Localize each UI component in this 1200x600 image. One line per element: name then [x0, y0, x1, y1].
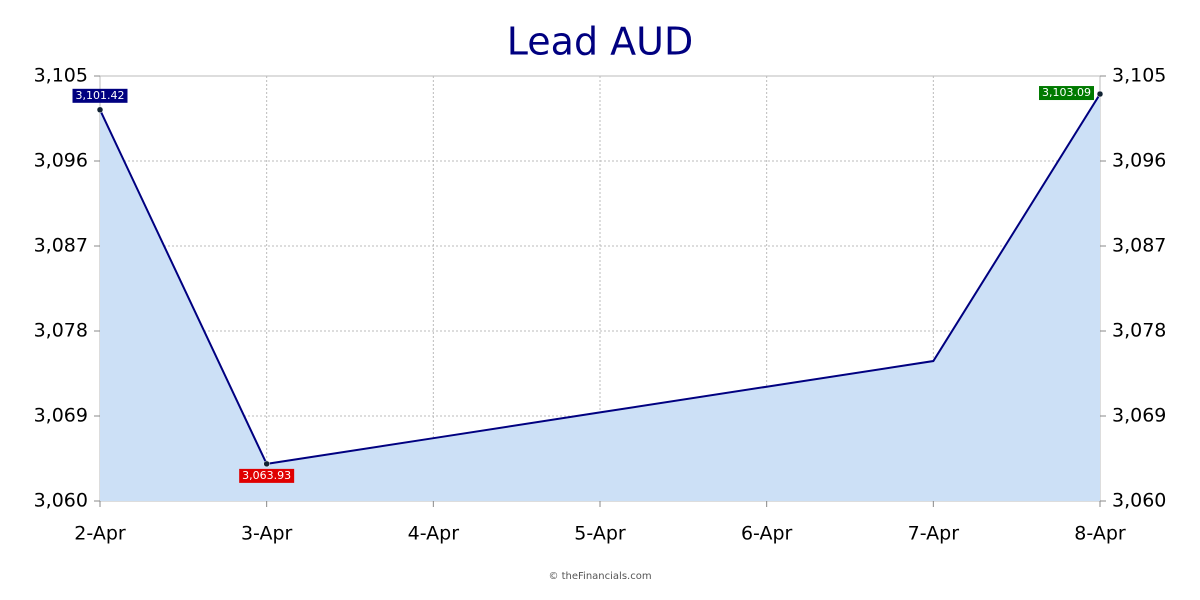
- y2-tick-label: 3,069: [1112, 405, 1166, 427]
- point-marker: [96, 106, 104, 114]
- y-tick-label: 3,105: [34, 65, 88, 87]
- point-marker: [263, 460, 270, 468]
- x-tick-label: 3-Apr: [241, 523, 293, 545]
- y-tick-label: 3,087: [34, 235, 88, 257]
- x-tick-label: 8-Apr: [1074, 523, 1126, 545]
- y2-tick-label: 3,096: [1112, 150, 1166, 172]
- area-fill: [100, 94, 1100, 502]
- value-label-box: [239, 468, 295, 483]
- value-label: 3,063.93: [242, 469, 291, 482]
- chart-title: Lead AUD: [507, 20, 693, 64]
- y-tick-label: 3,069: [34, 405, 88, 427]
- y-tick-label: 3,078: [34, 320, 88, 342]
- x-tick-label: 2-Apr: [74, 523, 126, 545]
- x-tick-label: 4-Apr: [408, 523, 460, 545]
- x-tick-label: 7-Apr: [908, 523, 960, 545]
- point-marker: [1096, 90, 1104, 98]
- value-label-box: [72, 88, 128, 103]
- y-tick-label: 3,060: [34, 490, 88, 512]
- y2-tick-label: 3,078: [1112, 320, 1166, 342]
- footer: © theFinancials.com: [548, 571, 651, 582]
- value-label-box: [1039, 86, 1094, 101]
- x-tick-label: 5-Apr: [574, 523, 626, 545]
- y2-tick-label: 3,087: [1112, 235, 1166, 257]
- y2-tick-label: 3,105: [1112, 65, 1166, 87]
- value-label: 3,103.09: [1042, 86, 1091, 99]
- y-tick-label: 3,096: [34, 150, 88, 172]
- value-label: 3,101.42: [76, 89, 125, 102]
- y2-tick-label: 3,060: [1112, 490, 1166, 512]
- x-tick-label: 6-Apr: [741, 523, 793, 545]
